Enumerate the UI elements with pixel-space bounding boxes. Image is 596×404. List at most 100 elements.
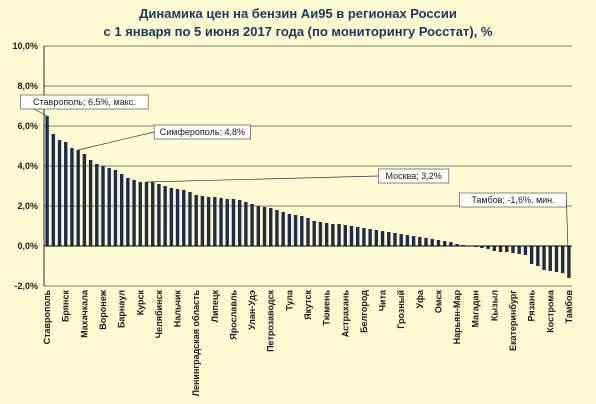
bar	[523, 246, 528, 255]
bar	[119, 174, 124, 246]
bar	[411, 236, 416, 246]
bar	[442, 241, 447, 246]
bar	[281, 212, 285, 246]
bar	[567, 246, 571, 278]
bar	[213, 197, 217, 246]
bar	[256, 206, 261, 246]
bar	[312, 221, 316, 246]
bar	[182, 190, 186, 246]
y-tick-label: 8,0%	[17, 81, 38, 91]
category-label: Петрозаводск	[266, 290, 276, 352]
category-label: Грозный	[396, 290, 406, 329]
annotation-box	[20, 94, 149, 110]
bar	[88, 160, 93, 246]
bar	[380, 231, 385, 246]
bar	[511, 246, 515, 253]
bar	[331, 224, 335, 246]
bar	[405, 235, 410, 246]
bar	[387, 232, 391, 246]
category-label: Нарьян-Мар	[452, 290, 462, 345]
y-tick-label: 0,0%	[17, 241, 38, 251]
bar	[76, 150, 80, 246]
category-label: Тула	[284, 289, 294, 311]
annotation-label: Ставрополь; 6,5%, макс.	[33, 97, 136, 107]
bar	[306, 218, 310, 246]
category-label: Ярославль	[228, 290, 238, 340]
y-tick-label: 6,0%	[17, 121, 38, 131]
bar	[542, 246, 546, 270]
category-label: Нальчик	[173, 290, 183, 328]
category-label: Омск	[433, 290, 443, 314]
y-tick-label: 4,0%	[17, 161, 38, 171]
bar	[163, 186, 167, 246]
bar	[430, 239, 434, 246]
category-label: Ленинградская область	[191, 290, 201, 397]
bar	[82, 154, 87, 246]
category-label: Липецк	[210, 290, 220, 323]
bar	[368, 229, 372, 246]
bar	[95, 164, 99, 246]
chart-title-line-1: Динамика цен на бензин Аи95 в регионах Р…	[139, 6, 457, 21]
y-tick-label: -2,0%	[14, 281, 38, 291]
annotation-box	[378, 168, 450, 184]
category-label: Ставрополь	[42, 290, 52, 345]
category-label: Екатеринбург	[508, 290, 518, 351]
y-tick-label: 10,0%	[12, 41, 38, 51]
bar	[548, 246, 552, 271]
bar	[486, 246, 490, 249]
bar	[188, 192, 192, 246]
bar	[300, 216, 304, 246]
bar	[219, 198, 223, 246]
annotation-label: Симферополь; 4,8%	[160, 127, 245, 137]
category-label: Брянск	[61, 290, 71, 323]
category-label: Рязань	[527, 290, 537, 322]
bar	[45, 116, 49, 246]
bar	[113, 170, 118, 246]
bar	[225, 199, 229, 246]
bar	[536, 246, 540, 266]
bar	[175, 189, 180, 246]
category-label: Кострома	[545, 289, 555, 333]
bar	[132, 180, 136, 246]
category-label: Барнаул	[117, 290, 127, 328]
category-label: Магадан	[471, 290, 481, 328]
bar	[393, 233, 397, 246]
chart-title-line-2: с 1 января по 5 июня 2017 года (по монит…	[103, 24, 493, 39]
category-label: Якутск	[303, 290, 313, 320]
bar	[101, 166, 105, 246]
bar	[474, 246, 478, 247]
bar	[57, 140, 62, 246]
bar	[337, 224, 341, 246]
bar	[418, 237, 422, 246]
bar	[194, 195, 198, 246]
category-label: Тамбов	[564, 290, 574, 324]
annotation-label: Москва; 3,2%	[385, 171, 441, 181]
category-label: Воронеж	[98, 289, 108, 329]
category-label: Тюмень	[322, 290, 332, 326]
annotation-box	[153, 124, 251, 140]
bar	[150, 182, 155, 246]
bar	[138, 182, 142, 246]
bar	[293, 215, 298, 246]
bar	[349, 226, 354, 246]
bar	[529, 246, 534, 264]
category-label: Махачкала	[79, 289, 89, 338]
bar	[374, 230, 379, 246]
bar	[144, 182, 149, 246]
bar	[461, 245, 466, 246]
bar	[237, 200, 242, 246]
bar	[318, 222, 323, 246]
bar	[554, 246, 559, 272]
bar	[560, 246, 565, 273]
bar	[492, 246, 497, 251]
y-tick-label: 2,0%	[17, 201, 38, 211]
bar	[399, 234, 403, 246]
bar	[269, 208, 273, 246]
bar	[343, 225, 347, 246]
bar	[231, 199, 236, 246]
bar	[250, 204, 254, 246]
bar	[355, 227, 360, 246]
bar	[126, 178, 130, 246]
bar	[51, 134, 56, 246]
